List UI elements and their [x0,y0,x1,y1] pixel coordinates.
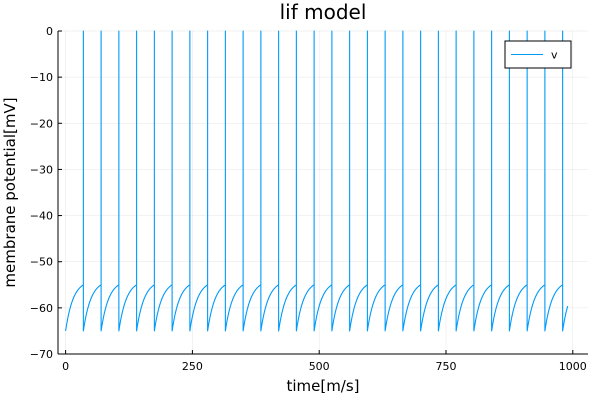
legend-label-v: v [551,49,558,62]
x-tick-label: 750 [435,360,456,373]
x-ticks: 0 250 500 750 1000 [62,350,587,373]
y-tick-label: −30 [30,163,53,176]
chart-title: lif model [280,0,367,24]
x-axis-label: time[m/s] [286,377,359,395]
y-tick-label: −70 [30,348,53,361]
y-axis-label: membrane potential[mV] [1,97,19,287]
y-tick-label: 0 [46,25,53,38]
series-line-v [65,30,569,332]
x-tick-label: 1000 [559,360,587,373]
legend: v [504,40,572,69]
y-tick-label: −40 [30,210,53,223]
y-tick-label: −20 [30,117,53,130]
y-tick-label: −50 [30,256,53,269]
x-tick-label: 0 [62,360,69,373]
y-ticks: 0 −10 −20 −30 −40 −50 −60 −70 [30,25,62,361]
axes [57,31,588,355]
y-tick-label: −60 [30,302,53,315]
grid [58,30,588,355]
x-tick-label: 500 [309,360,330,373]
x-tick-label: 250 [182,360,203,373]
series-group [65,30,569,332]
y-tick-label: −10 [30,71,53,84]
